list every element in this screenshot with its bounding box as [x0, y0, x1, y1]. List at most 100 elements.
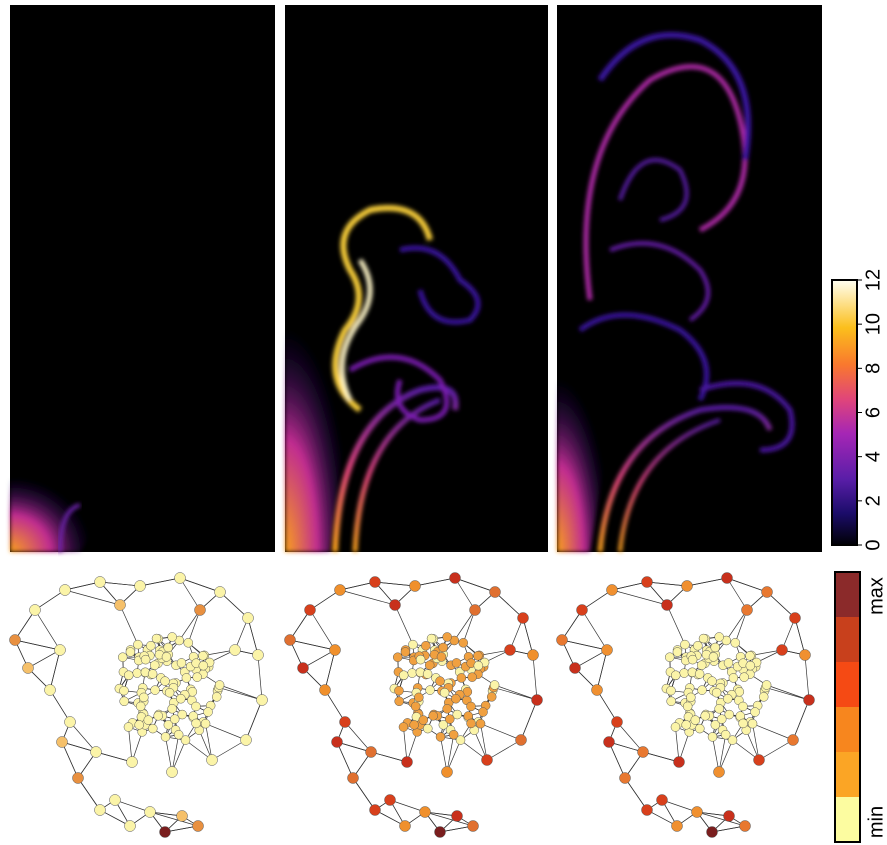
flow-panel-2 — [285, 5, 548, 552]
node — [691, 716, 700, 725]
node — [740, 821, 751, 832]
node — [714, 767, 725, 778]
edge — [246, 700, 262, 740]
node — [722, 573, 733, 584]
node — [707, 827, 718, 838]
node — [146, 641, 155, 650]
node — [437, 652, 446, 661]
node — [30, 605, 41, 616]
edge — [759, 740, 793, 760]
node — [401, 648, 410, 657]
node — [557, 635, 568, 646]
node — [400, 821, 411, 832]
node — [490, 587, 501, 598]
node — [410, 720, 419, 729]
edge — [220, 685, 262, 700]
node — [532, 695, 543, 706]
node — [592, 685, 603, 696]
node — [748, 719, 757, 728]
node — [95, 805, 106, 816]
node — [666, 686, 675, 695]
edge — [62, 742, 78, 778]
node — [148, 724, 157, 733]
edge — [310, 610, 335, 650]
node — [662, 600, 673, 611]
edge — [15, 640, 60, 650]
node — [674, 757, 685, 768]
node — [416, 655, 425, 664]
colorbar — [832, 280, 857, 545]
node — [414, 693, 423, 702]
node — [285, 635, 296, 646]
edge — [766, 688, 809, 700]
node — [680, 640, 689, 649]
node — [723, 694, 732, 703]
node — [91, 747, 102, 758]
node — [174, 730, 183, 739]
edge — [212, 740, 246, 760]
node — [110, 795, 121, 806]
node — [145, 807, 156, 818]
edge — [617, 722, 643, 752]
flow-panel-1 — [10, 5, 275, 552]
node — [136, 702, 145, 711]
node — [199, 661, 208, 670]
node — [170, 715, 179, 724]
node — [740, 673, 749, 682]
node — [139, 693, 148, 702]
node — [152, 634, 161, 643]
node — [168, 632, 177, 641]
node — [177, 811, 188, 822]
edge — [625, 778, 647, 810]
edge — [667, 605, 685, 645]
node — [390, 600, 401, 611]
node — [394, 686, 403, 695]
edge — [481, 724, 521, 740]
node — [479, 708, 488, 717]
node — [701, 711, 710, 720]
edge — [647, 582, 687, 586]
edge — [325, 650, 335, 690]
node — [457, 673, 466, 682]
edge — [494, 688, 537, 700]
node — [435, 827, 446, 838]
node — [473, 651, 482, 660]
node — [671, 723, 680, 732]
node — [695, 724, 704, 733]
edge — [521, 700, 537, 740]
edge — [455, 578, 495, 592]
tick-label: 0 — [862, 539, 884, 550]
node — [135, 581, 146, 592]
node — [672, 821, 683, 832]
node — [207, 755, 218, 766]
node — [468, 821, 479, 832]
node — [711, 643, 720, 652]
node — [800, 650, 811, 661]
node — [215, 680, 224, 689]
node — [699, 634, 708, 643]
node — [427, 634, 436, 643]
edge — [50, 650, 60, 690]
node — [518, 613, 529, 624]
node — [759, 692, 768, 701]
node — [439, 643, 448, 652]
node — [528, 650, 539, 661]
edge — [345, 722, 371, 752]
edge — [180, 578, 220, 592]
node — [119, 686, 128, 695]
node — [161, 732, 170, 741]
node — [193, 821, 204, 832]
node — [423, 724, 432, 733]
node — [490, 680, 499, 689]
node — [348, 773, 359, 784]
node — [724, 658, 733, 667]
node — [745, 651, 754, 660]
node — [370, 805, 381, 816]
node — [698, 686, 707, 695]
node — [23, 663, 34, 674]
node — [133, 640, 142, 649]
min-label: min — [865, 806, 887, 838]
node — [160, 827, 171, 838]
node — [482, 755, 493, 766]
node — [204, 708, 213, 717]
